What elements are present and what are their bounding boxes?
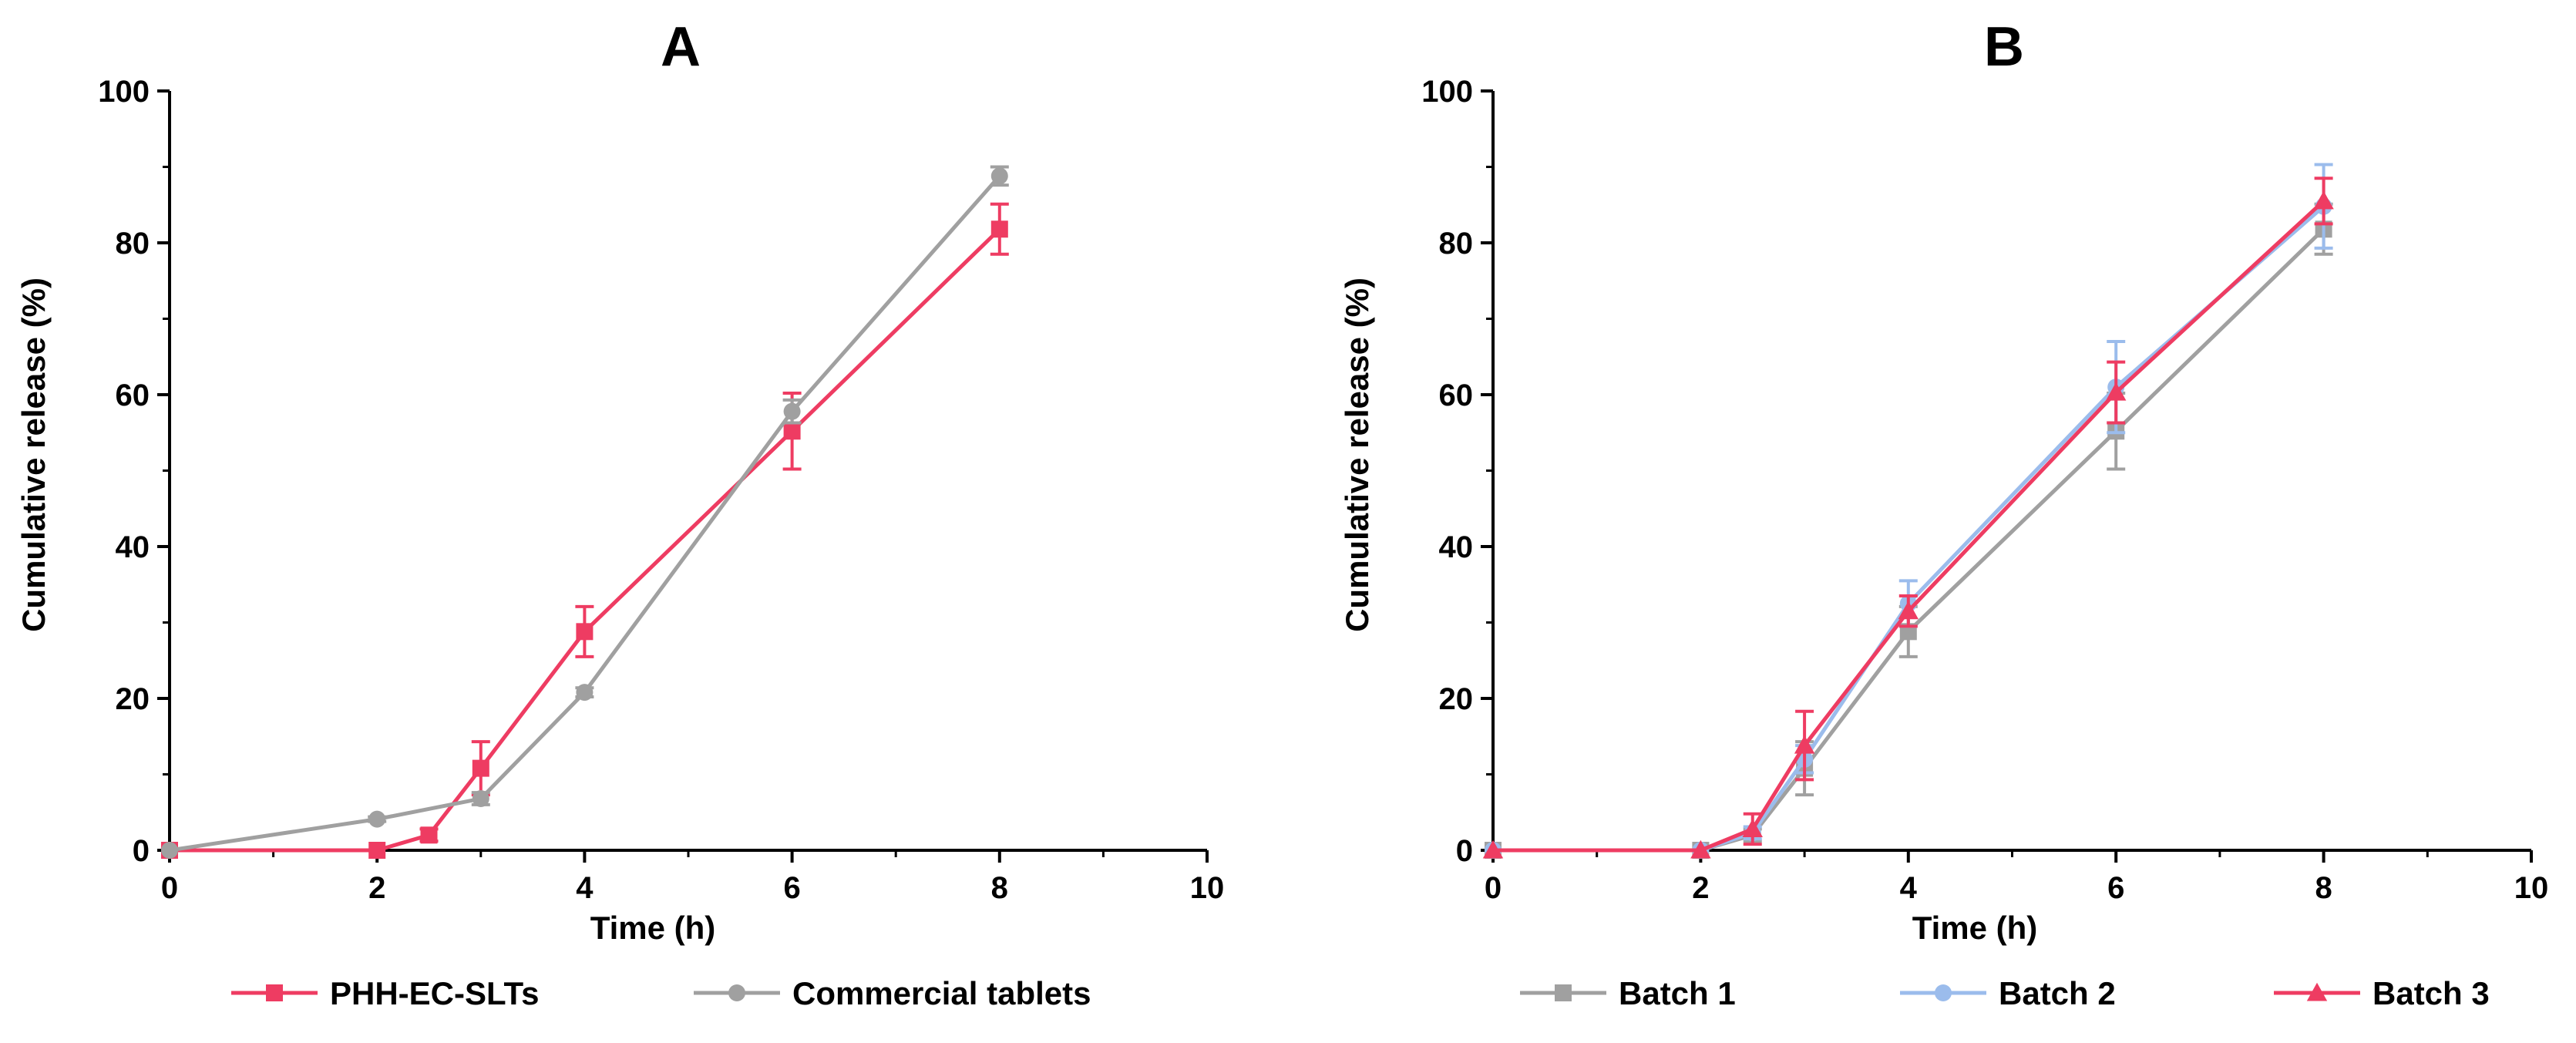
- panel-a-series-phh-ec-slts-point: [990, 220, 1008, 238]
- panel-b-series-batch-1: [1485, 202, 2333, 859]
- panel-a-legend-swatch-marker: [728, 984, 745, 1001]
- panel-a-x-tick-label: 10: [1190, 871, 1225, 905]
- panel-b-legend-swatch-marker: [2306, 982, 2328, 1001]
- panel-b-series-batch-3-point: [1742, 819, 1763, 837]
- panel-b-letter: B: [1984, 16, 2024, 78]
- panel-b-legend-label: Batch 1: [1619, 975, 1736, 1011]
- panel-a-legend-label: Commercial tablets: [792, 975, 1091, 1011]
- panel-b-legend-entry: Batch 2: [1900, 975, 2116, 1011]
- panel-a-y-tick-label: 60: [116, 379, 150, 412]
- panel-b-legend-entry: Batch 3: [2274, 975, 2490, 1011]
- panel-a-series-phh-ec-slts: [161, 202, 1009, 859]
- panel-a-series-phh-ec-slts-point: [472, 759, 489, 777]
- panel-a-x-tick-label: 0: [161, 871, 178, 905]
- panel-a-series-phh-ec-slts-point: [420, 826, 438, 844]
- panel-a-series-commercial-tablets: [161, 165, 1009, 859]
- panel-b-series-batch-2: [1485, 163, 2333, 859]
- panel-b-x-tick-label: 8: [2315, 871, 2332, 905]
- panel-a-series-commercial-tablets-point: [472, 790, 489, 808]
- panel-a-y-tick-label: 100: [98, 75, 150, 109]
- panel-b-legend-swatch-marker: [1935, 984, 1952, 1001]
- panel-a-series-commercial-tablets-point: [368, 810, 386, 828]
- panel-b-legend-swatch-marker: [1555, 984, 1572, 1001]
- panel-a-legend-label: PHH-EC-SLTs: [330, 975, 539, 1011]
- panel-b-y-tick-label: 100: [1421, 75, 1473, 109]
- panel-a-series-commercial-tablets-point: [783, 402, 801, 420]
- panel-a-y-tick-label: 0: [133, 834, 150, 868]
- panel-b-series-batch-1-line: [1493, 227, 2325, 853]
- panel-b-legend-label: Batch 3: [2373, 975, 2490, 1011]
- panel-a-series-phh-ec-slts-point: [783, 422, 801, 440]
- panel-b-series-batch-3: [1482, 177, 2334, 859]
- panel-a-series-commercial-tablets-line: [169, 174, 1001, 853]
- panel-b-x-axis-title: Time (h): [1912, 910, 2038, 946]
- panel-a-legend-swatch-marker: [266, 984, 283, 1001]
- panel-b-x-tick-label: 0: [1485, 871, 1502, 905]
- panel-b: B Cumulative release (%) Time (h) 0 2 4 6 8 1…: [1339, 16, 2548, 1011]
- panel-a: A Cumulative release (%) Time (h) 0 2 4 6 8 1…: [15, 16, 1224, 1011]
- panel-a-series-commercial-tablets-point: [576, 684, 594, 702]
- panel-a-x-tick-label: 2: [368, 871, 385, 905]
- panel-a-series-phh-ec-slts-line: [170, 227, 1001, 853]
- panel-b-y-tick-label: 60: [1439, 379, 1474, 412]
- panel-b-x-tick-label: 10: [2514, 871, 2549, 905]
- panel-a-series-phh-ec-slts-point: [368, 842, 386, 859]
- panel-a-series-commercial-tablets-point: [161, 842, 178, 859]
- panel-a-y-tick-label: 40: [116, 530, 150, 564]
- panel-a-x-axis-title: Time (h): [590, 910, 716, 946]
- panel-b-legend-label: Batch 2: [1999, 975, 2116, 1011]
- panel-b-series-batch-3-point: [1898, 601, 1919, 620]
- panel-b-series-batch-3-point: [1482, 839, 1504, 859]
- panel-b-x-tick-label: 6: [2107, 871, 2124, 905]
- panel-b-series-batch-3-point: [2106, 382, 2127, 401]
- panel-a-legend-entry: PHH-EC-SLTs: [231, 975, 539, 1011]
- panel-a-series-commercial-tablets-point: [990, 167, 1008, 185]
- panel-b-x-tick-label: 4: [1900, 871, 1918, 905]
- panel-a-y-tick-label: 20: [116, 682, 150, 716]
- panel-b-x-tick-label: 2: [1692, 871, 1709, 905]
- panel-b-y-tick-label: 20: [1439, 682, 1474, 716]
- panel-b-y-tick-label: 80: [1439, 227, 1474, 261]
- panel-a-x-tick-label: 8: [991, 871, 1008, 905]
- panel-a-letter: A: [661, 16, 701, 78]
- panel-b-series-batch-3-point: [1690, 839, 1711, 859]
- panel-b-y-tick-label: 40: [1439, 530, 1474, 564]
- panel-b-series-batch-3-point: [1794, 735, 1815, 754]
- panel-a-series-phh-ec-slts-point: [576, 623, 594, 641]
- panel-b-y-tick-label: 0: [1456, 834, 1473, 868]
- panel-b-legend-entry: Batch 1: [1520, 975, 1736, 1011]
- panel-b-y-axis-title: Cumulative release (%): [1339, 278, 1375, 632]
- panel-b-series-batch-3-point: [2313, 190, 2334, 210]
- panel-a-legend-entry: Commercial tablets: [694, 975, 1091, 1011]
- panel-a-x-tick-label: 4: [576, 871, 594, 905]
- panel-a-x-tick-label: 6: [783, 871, 800, 905]
- panel-b-series-batch-3-line: [1493, 199, 2325, 853]
- panel-a-y-tick-label: 80: [116, 227, 150, 261]
- panel-a-y-axis-title: Cumulative release (%): [15, 278, 52, 632]
- panel-b-series-batch-2-line: [1493, 204, 2325, 853]
